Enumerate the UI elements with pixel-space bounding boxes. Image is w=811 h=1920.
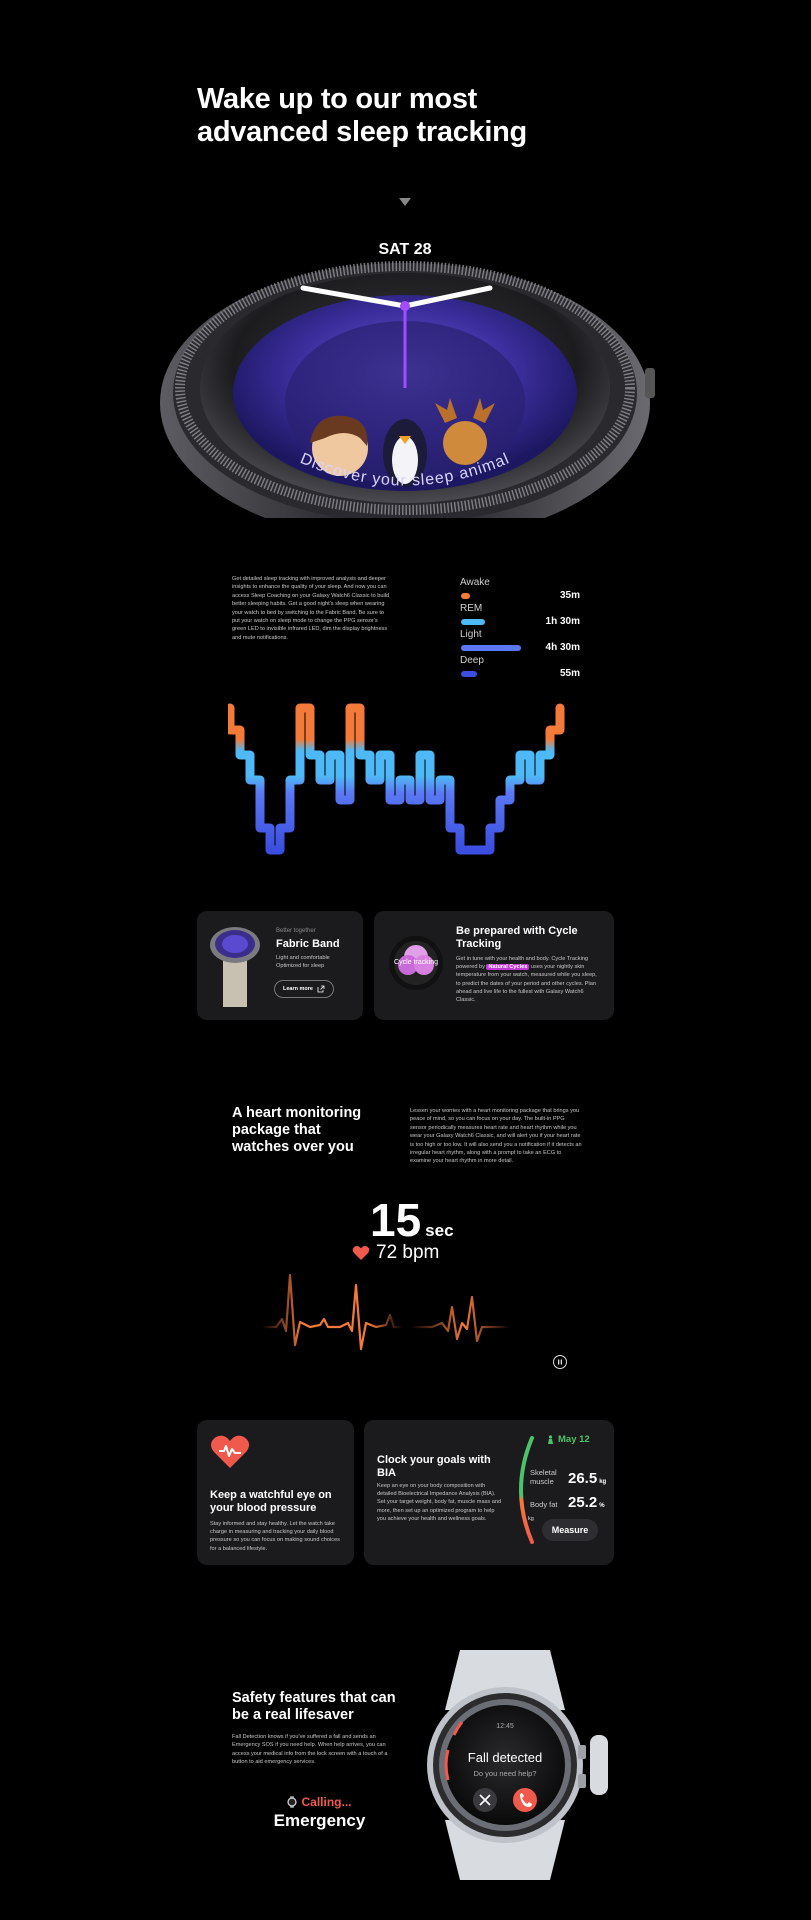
ecg-timer-value: 15 [370, 1194, 422, 1246]
sleep-stage-value: 35m [559, 590, 580, 601]
sleep-stage-awake: Awake 35m [460, 577, 580, 603]
sleep-stage-bar [461, 619, 485, 625]
pause-icon [558, 1359, 562, 1365]
cycle-tracking-icon: Cycle tracking [389, 936, 443, 990]
sleep-stage-label: Light [460, 629, 482, 640]
external-link-icon [317, 985, 325, 993]
bia-date-label: May 12 [558, 1434, 590, 1445]
sleep-stage-bar [461, 671, 477, 677]
blood-pressure-title: Keep a watchful eye on your blood pressu… [210, 1489, 332, 1514]
fabric-band-eyebrow: Better together [276, 928, 316, 934]
skeletal-muscle-value: 26.5 [568, 1470, 598, 1487]
measure-button[interactable]: Measure [542, 1519, 598, 1541]
blood-pressure-heart-icon [210, 1435, 250, 1468]
person-icon [548, 1435, 553, 1444]
heart-rate-value: 72 bpm [376, 1242, 440, 1263]
watch-icon [287, 1796, 298, 1808]
bia-title: Clock your goals with BIA [377, 1454, 491, 1479]
learn-more-label: Learn more [283, 986, 313, 992]
learn-more-button[interactable]: Learn more [274, 980, 334, 998]
body-fat-unit: % [599, 1503, 605, 1509]
skeletal-muscle-unit: kg [599, 1479, 607, 1485]
ecg-timer-unit: sec [425, 1221, 454, 1240]
cycle-body-post: uses your nightly skin temperature from … [456, 964, 597, 1004]
emergency-calling: Calling... Emergency [272, 1795, 367, 1831]
bia-date: May 12 [546, 1434, 590, 1445]
sleep-stage-bar [461, 645, 521, 651]
sleep-stage-label: Deep [460, 655, 484, 666]
sleep-stage-deep: Deep 55m [460, 655, 580, 681]
fabric-band-body: Light and comfortable Optimized for slee… [276, 954, 356, 970]
heart-monitoring-description: Lessen your worries with a heart monitor… [410, 1108, 582, 1165]
blood-pressure-body: Stay informed and stay healthy. Let the … [210, 1521, 340, 1552]
sleep-description: Get detailed sleep tracking with improve… [232, 576, 390, 641]
ecg-waveform [262, 1273, 532, 1351]
sleep-stage-label: Awake [460, 577, 490, 588]
safety-description: Fall Detection knows if you've suffered … [232, 1734, 388, 1766]
sleep-stage-value: 4h 30m [545, 642, 580, 653]
safety-watch-time: 12:45 [496, 1723, 514, 1730]
bia-card: Clock your goals with BIA Keep an eye on… [364, 1420, 614, 1565]
skeletal-muscle-label: Skeletal muscle [530, 1468, 557, 1486]
sleep-stage-bar [461, 593, 470, 599]
need-help-text: Do you need help? [474, 1769, 537, 1778]
skeletal-muscle-metric: 26.5 kg [568, 1470, 606, 1487]
hero-title-line1: Wake up to our most [197, 83, 478, 115]
ecg-timer: 15 sec [370, 1197, 454, 1243]
sleep-stage-label: REM [460, 603, 483, 614]
fabric-band-watch-image [210, 927, 260, 1007]
sleep-stage-value: 1h 30m [545, 616, 580, 627]
heart-rate-readout: 72 bpm [352, 1242, 439, 1264]
bia-gauge [519, 1436, 534, 1544]
blood-pressure-card: Keep a watchful eye on your blood pressu… [197, 1420, 354, 1565]
emergency-label: Emergency [273, 1811, 366, 1830]
cycle-tracking-title: Be prepared with Cycle Tracking [456, 925, 578, 950]
sleep-stage-light: Light 4h 30m [460, 629, 580, 655]
safety-title: Safety features that can be a real lifes… [232, 1690, 396, 1723]
hero-title: Wake up to our most advanced sleep track… [197, 83, 617, 149]
natural-cycles-badge: Natural Cycles [486, 964, 530, 971]
calling-status: Calling... [272, 1795, 367, 1809]
cycle-tracking-card: Cycle tracking Be prepared with Cycle Tr… [374, 911, 614, 1020]
fabric-band-card: Better together Fabric Band Light and co… [197, 911, 363, 1020]
hero-title-line2: advanced sleep tracking [197, 116, 527, 148]
sleep-stage-rem: REM 1h 30m [460, 603, 580, 629]
body-fat-metric: 25.2 % [568, 1494, 605, 1511]
fabric-band-title: Fabric Band [276, 938, 340, 950]
body-fat-label: Body fat [530, 1500, 558, 1509]
safety-watch-image: 12:45 Fall detected Do you need help? [427, 1650, 608, 1880]
cycle-body-pre: Get in tune with your health and body. C… [456, 956, 589, 971]
bia-gauge-unit: kg [528, 1516, 534, 1522]
fabric-band-body-line2: Optimized for sleep [276, 963, 325, 970]
fabric-band-body-line1: Light and comfortable [276, 955, 330, 961]
hero-watch-image: Discover your sleep animal SAT 28 [160, 198, 655, 518]
cycle-tracking-body: Get in tune with your health and body. C… [456, 955, 601, 1004]
sleep-hypnogram [228, 703, 565, 855]
body-fat-value: 25.2 [568, 1494, 598, 1511]
bia-body: Keep an eye on your body composition wit… [377, 1483, 502, 1522]
heart-monitoring-title: A heart monitoring package that watches … [232, 1105, 362, 1155]
hero-watch-date: SAT 28 [378, 241, 431, 258]
fall-detected-text: Fall detected [468, 1750, 542, 1765]
cycle-tracking-icon-label: Cycle tracking [394, 959, 438, 966]
pause-button[interactable] [553, 1355, 567, 1369]
heart-icon [352, 1246, 370, 1260]
calling-label: Calling... [301, 1795, 352, 1809]
sleep-stage-value: 55m [559, 668, 580, 679]
